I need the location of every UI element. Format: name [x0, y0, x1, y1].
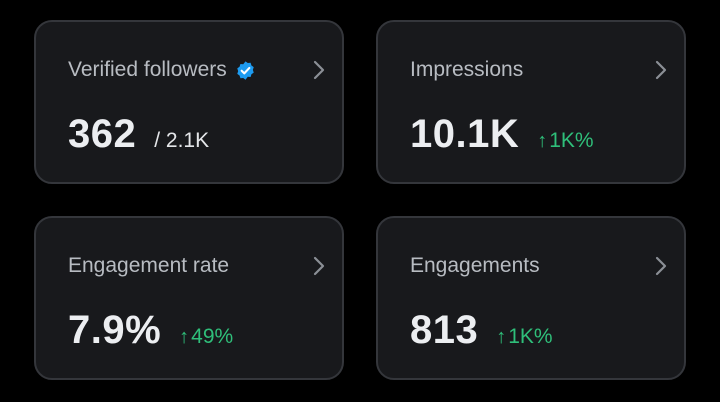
- card-title-row: Engagements: [410, 254, 540, 278]
- metric-value: 813: [410, 308, 479, 352]
- verified-followers-card[interactable]: Verified followers 362 / 2.1K: [34, 20, 344, 184]
- card-title: Verified followers: [68, 58, 227, 81]
- card-title-row: Verified followers: [68, 58, 256, 82]
- change-indicator: ↑ 49%: [179, 325, 233, 349]
- value-row: 7.9% ↑ 49%: [68, 308, 233, 352]
- arrow-up-icon: ↑: [496, 326, 507, 348]
- card-title: Impressions: [410, 58, 524, 81]
- metric-total: / 2.1K: [154, 129, 210, 152]
- chevron-right-icon[interactable]: [312, 254, 326, 278]
- value-row: 10.1K ↑ 1K%: [410, 112, 594, 156]
- engagements-card[interactable]: Engagements 813 ↑ 1K%: [376, 216, 686, 380]
- change-value: 1K%: [549, 129, 594, 152]
- metric-value: 362: [68, 112, 137, 156]
- value-row: 813 ↑ 1K%: [410, 308, 553, 352]
- chevron-right-icon[interactable]: [312, 58, 326, 82]
- impressions-card[interactable]: Impressions 10.1K ↑ 1K%: [376, 20, 686, 184]
- change-indicator: ↑ 1K%: [496, 325, 552, 349]
- arrow-up-icon: ↑: [179, 326, 190, 348]
- verified-badge-icon: [237, 60, 254, 80]
- card-title-row: Engagement rate: [68, 254, 229, 278]
- chevron-right-icon[interactable]: [654, 254, 668, 278]
- card-title: Engagements: [410, 254, 540, 277]
- change-indicator: ↑ 1K%: [537, 129, 593, 153]
- metric-value: 10.1K: [410, 112, 520, 156]
- chevron-right-icon[interactable]: [654, 58, 668, 82]
- value-row: 362 / 2.1K: [68, 112, 209, 156]
- metric-value: 7.9%: [68, 308, 162, 352]
- engagement-rate-card[interactable]: Engagement rate 7.9% ↑ 49%: [34, 216, 344, 380]
- card-title: Engagement rate: [68, 254, 230, 277]
- card-title-row: Impressions: [410, 58, 523, 82]
- change-value: 49%: [191, 325, 234, 348]
- change-value: 1K%: [508, 325, 553, 348]
- arrow-up-icon: ↑: [537, 130, 548, 152]
